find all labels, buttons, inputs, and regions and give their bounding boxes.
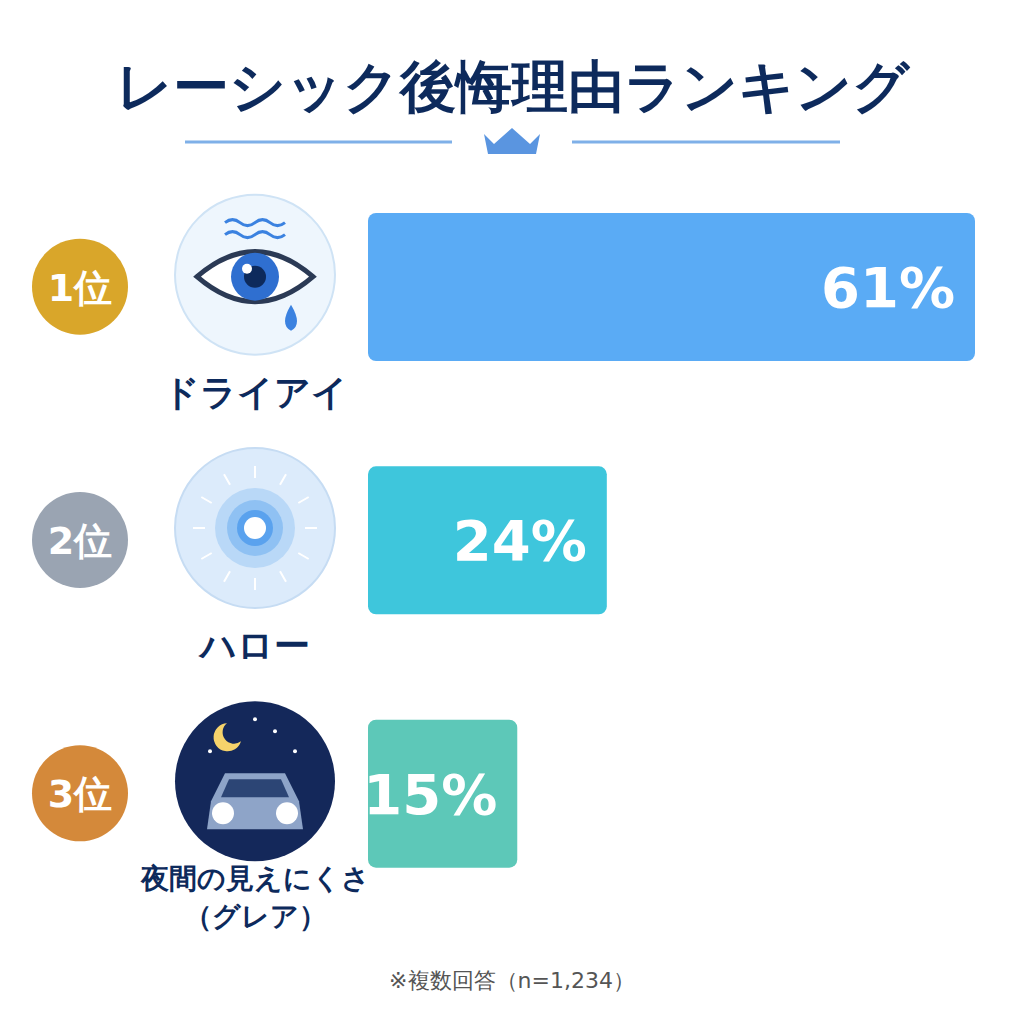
svg-text:1位: 1位 xyxy=(48,266,112,310)
svg-text:61%: 61% xyxy=(821,255,955,320)
svg-text:ハロー: ハロー xyxy=(198,625,310,666)
svg-text:15%: 15% xyxy=(363,762,497,827)
svg-text:夜間の見えにくさ: 夜間の見えにくさ xyxy=(140,862,370,895)
svg-text:（グレア）: （グレア） xyxy=(184,900,327,933)
svg-text:2位: 2位 xyxy=(48,519,112,563)
svg-text:3位: 3位 xyxy=(48,772,112,816)
html-text:※複数回答（n=1,234）: ※複数回答（n=1,234） xyxy=(389,968,635,993)
svg-text:24%: 24% xyxy=(453,508,587,573)
html-text:レーシック後悔理由ランキング: レーシック後悔理由ランキング xyxy=(115,54,909,119)
svg-text:ドライアイ: ドライアイ xyxy=(163,372,348,413)
